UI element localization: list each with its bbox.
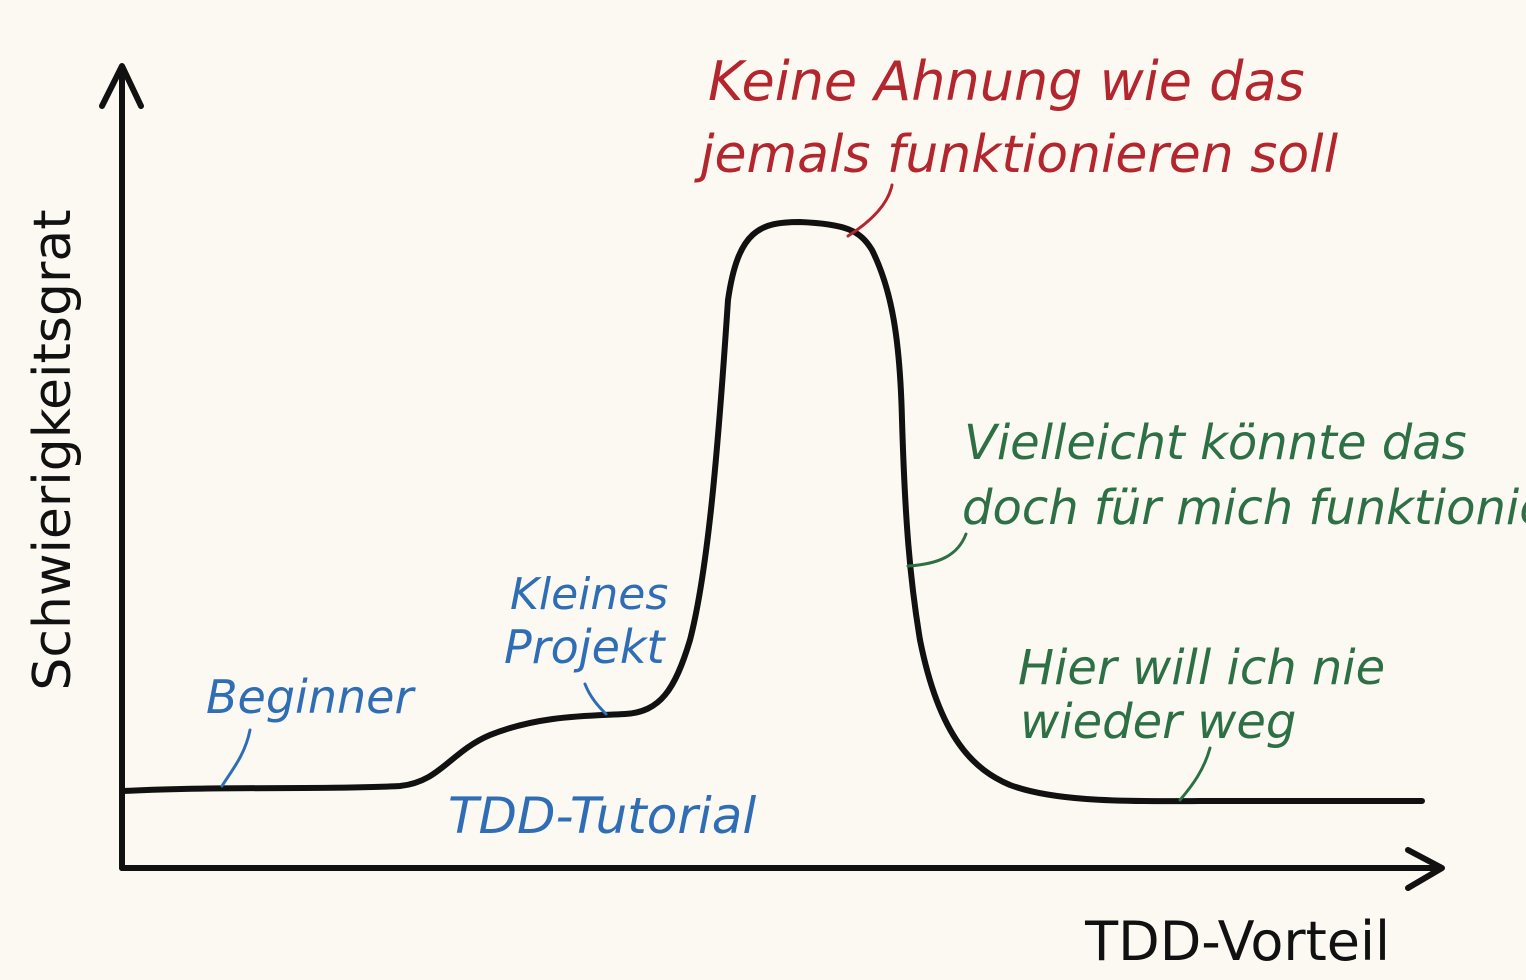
label-projekt: Projekt: [504, 620, 667, 674]
label-vielleicht-line2: doch für mich funktionieren: [962, 480, 1526, 536]
axes: [99, 63, 1445, 891]
label-keine-ahnung-line1: Keine Ahnung wie das: [708, 50, 1305, 113]
label-keine-ahnung-line2: jemals funktionieren soll: [694, 125, 1339, 185]
x-axis-label: TDD-Vorteil: [1084, 910, 1390, 973]
pointer-kleines-projekt: [583, 682, 608, 716]
label-vielleicht-line1: Vielleicht könnte das: [964, 415, 1467, 471]
label-tdd-tutorial: TDD-Tutorial: [448, 787, 756, 845]
difficulty-curve: [121, 219, 1425, 805]
pointer-hier-will: [1178, 746, 1212, 802]
x-axis-arrowhead: [1405, 847, 1445, 891]
label-hier-will-line1: Hier will ich nie: [1018, 640, 1385, 696]
label-beginner: Beginner: [206, 670, 416, 724]
pointer-vielleicht: [906, 532, 968, 568]
label-kleines: Kleines: [510, 569, 668, 620]
y-axis-label: Schwierigkeitsgrat: [23, 209, 83, 690]
label-hier-will-line2: wieder weg: [1020, 694, 1296, 750]
y-axis-arrowhead: [99, 63, 144, 109]
pointer-keine-ahnung: [846, 183, 894, 238]
pointer-beginner: [220, 728, 252, 788]
pointer-lines: [220, 183, 1212, 802]
